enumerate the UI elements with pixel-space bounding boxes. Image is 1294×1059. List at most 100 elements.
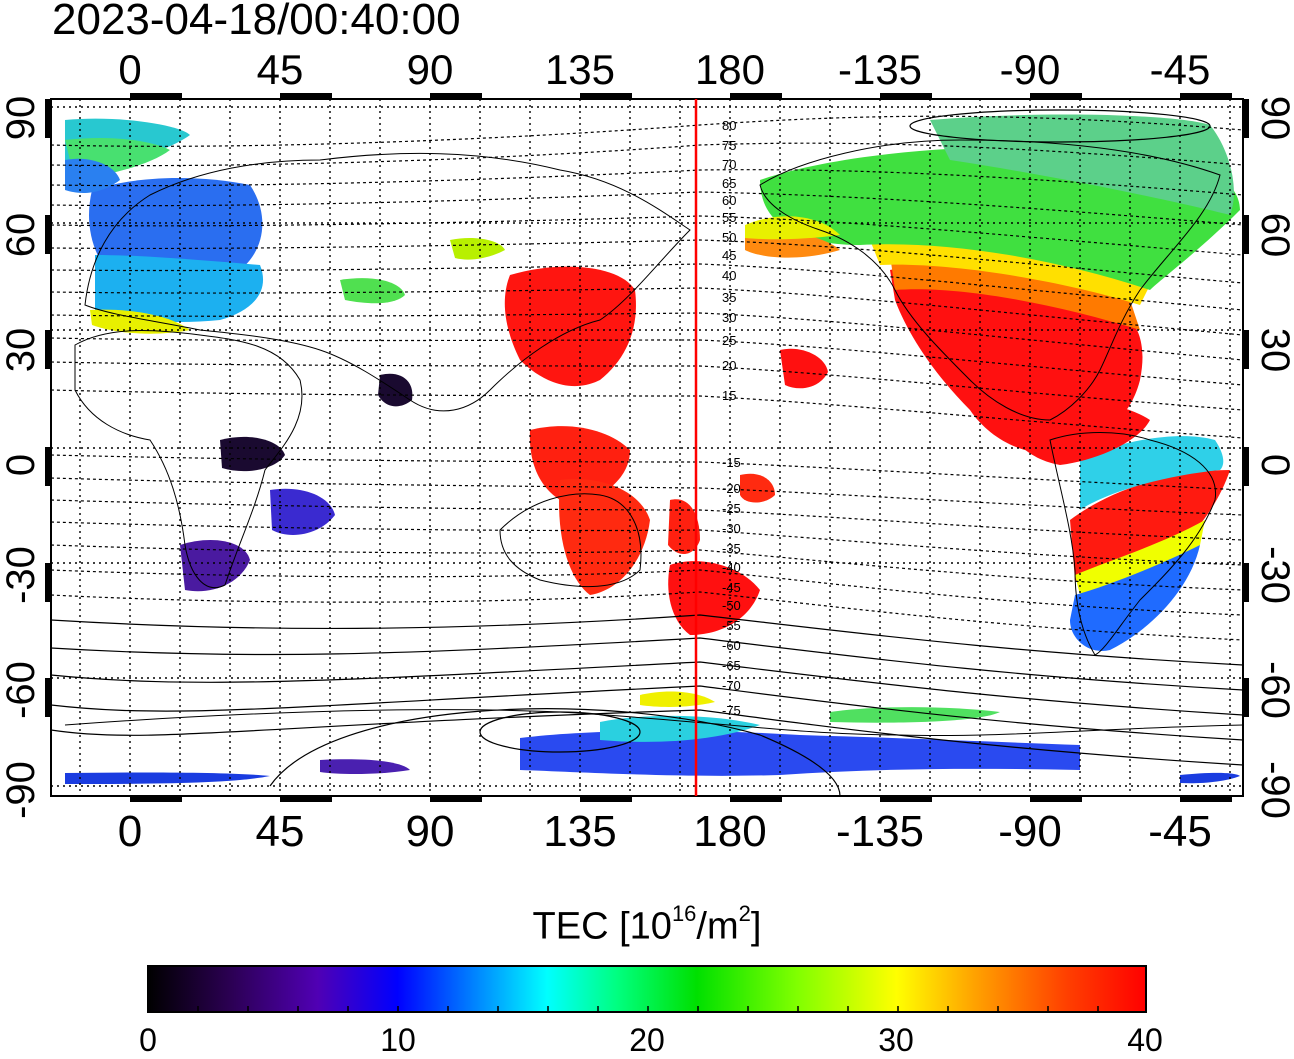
contour-label: -60 xyxy=(722,638,741,653)
north-pacific-yellow-strip xyxy=(745,216,840,240)
north-america-outline xyxy=(759,139,1221,421)
australia-east-red xyxy=(559,479,650,595)
south-america-red-band xyxy=(1070,470,1230,584)
right-y-tick-label: 30 xyxy=(1253,328,1294,373)
contour-label: -65 xyxy=(722,658,741,673)
north-america-cyan-region xyxy=(930,114,1234,215)
top-x-tick-label: -90 xyxy=(1000,46,1061,93)
left-y-tick-label: 60 xyxy=(0,213,43,258)
frame-ticks xyxy=(45,93,1249,802)
left-y-tick-label: -60 xyxy=(0,661,43,719)
africa-dark-patch xyxy=(220,436,285,472)
contour-label: -25 xyxy=(722,501,741,516)
antarctic-blue-strip-left xyxy=(65,772,270,784)
right-y-tick-label: 0 xyxy=(1253,454,1294,476)
magnetic-contours xyxy=(51,109,1243,796)
colorbar-title-exp2: 2 xyxy=(738,901,751,926)
pacific-red-right xyxy=(740,473,775,503)
contour-label: -75 xyxy=(722,703,741,718)
pacific-red-column xyxy=(668,499,700,555)
contour-label: 65 xyxy=(722,176,736,191)
contour-label: 15 xyxy=(722,388,736,403)
eurasia-outline xyxy=(84,152,691,412)
siberia-green-yellow xyxy=(450,238,505,260)
bottom-x-tick-label: -90 xyxy=(998,807,1062,856)
left-y-tick-label: 0 xyxy=(0,454,43,476)
colorbar-title-mid: /m xyxy=(696,905,739,948)
right-y-tick-label: 90 xyxy=(1253,96,1294,141)
colorbar-tick-label: 10 xyxy=(380,1022,416,1058)
bottom-x-tick-label: 135 xyxy=(543,807,616,856)
contour-label: 20 xyxy=(722,358,736,373)
contour-label: -15 xyxy=(722,455,741,470)
top-x-tick-label: 135 xyxy=(545,46,615,93)
bottom-x-tick-label: 45 xyxy=(256,807,305,856)
colorbar xyxy=(147,965,1147,1013)
right-y-tick-label: -30 xyxy=(1253,546,1294,604)
contour-labels: 80 75 70 65 60 55 50 45 40 35 30 25 20 1… xyxy=(722,118,741,718)
africa-outline xyxy=(74,330,303,588)
central-asia-green xyxy=(340,278,405,304)
top-axis-labels: 0 45 90 135 180 -135 -90 -45 xyxy=(118,46,1210,93)
contour-label: -45 xyxy=(722,580,741,595)
colorbar-tick-label: 30 xyxy=(878,1022,914,1058)
contour-label: 50 xyxy=(722,230,736,245)
colorbar-title-end: ] xyxy=(750,905,762,948)
antarctic-green-strip xyxy=(830,707,1000,723)
antarctic-purple-band xyxy=(320,759,410,775)
left-y-tick-label: 90 xyxy=(0,96,43,141)
antarctic-cyan-band xyxy=(600,715,760,742)
new-zealand-red xyxy=(668,561,760,635)
europe-cyan-region xyxy=(95,255,264,322)
colorbar-tick-label: 20 xyxy=(629,1022,665,1058)
colorbar-gradient xyxy=(147,965,1147,1013)
bottom-x-tick-label: -135 xyxy=(836,807,924,856)
top-x-tick-label: 45 xyxy=(257,46,304,93)
graticule xyxy=(51,99,1243,796)
mediterranean-yellow-strip xyxy=(90,309,190,334)
europe-blue-region xyxy=(89,178,263,280)
right-axis-labels: 90 60 30 0 -30 -60 -90 xyxy=(1253,96,1294,819)
colorbar-title: TEC [1016/m2] xyxy=(0,901,1294,949)
arctic-blue-corner xyxy=(65,158,120,193)
contour-label: -55 xyxy=(722,618,741,633)
contour-label: 60 xyxy=(722,193,736,208)
left-y-tick-label: -30 xyxy=(0,546,43,604)
hawaii-red-patch xyxy=(780,348,828,389)
left-y-tick-label: -90 xyxy=(0,761,43,819)
coastlines xyxy=(64,139,1243,737)
right-y-tick-label: -90 xyxy=(1253,761,1294,819)
colorbar-title-main: TEC [10 xyxy=(532,905,672,948)
contour-label: 45 xyxy=(722,248,736,263)
contour-label: 80 xyxy=(722,118,736,133)
contour-label: -20 xyxy=(722,481,741,496)
south-america-yellow-band xyxy=(1075,520,1205,595)
bottom-x-tick-label: 0 xyxy=(118,807,142,856)
contour-label: 70 xyxy=(722,157,736,172)
antarctica-outline xyxy=(64,709,1243,737)
colorbar-tick-label: 40 xyxy=(1127,1022,1163,1058)
bottom-axis-labels: 0 45 90 135 180 -135 -90 -45 xyxy=(118,807,1212,856)
contour-label: -50 xyxy=(722,598,741,613)
australia-outline xyxy=(499,493,642,587)
contour-label: 25 xyxy=(722,333,736,348)
tec-map: 80 75 70 65 60 55 50 45 40 35 30 25 20 1… xyxy=(0,46,1294,856)
contour-label: 30 xyxy=(722,310,736,325)
colorbar-title-exp1: 16 xyxy=(671,901,697,926)
top-x-tick-label: -45 xyxy=(1150,46,1211,93)
right-y-tick-label: 60 xyxy=(1253,213,1294,258)
contour-label: 35 xyxy=(722,290,736,305)
colorbar-tick-label: 0 xyxy=(139,1022,157,1058)
top-x-tick-label: -135 xyxy=(838,46,922,93)
contour-label: -40 xyxy=(722,560,741,575)
top-x-tick-label: 180 xyxy=(695,46,765,93)
colorbar-ticks xyxy=(147,1006,1099,1012)
africa-blue-patch xyxy=(270,488,335,535)
bottom-x-tick-label: -45 xyxy=(1148,807,1212,856)
left-axis-labels: 90 60 30 0 -30 -60 -90 xyxy=(0,96,43,819)
antarctic-blue-band xyxy=(520,730,1080,776)
right-y-tick-label: -60 xyxy=(1253,661,1294,719)
timestamp-title: 2023-04-18/00:40:00 xyxy=(52,0,461,44)
top-x-tick-label: 0 xyxy=(118,46,141,93)
north-america-orange-band xyxy=(890,254,1140,330)
